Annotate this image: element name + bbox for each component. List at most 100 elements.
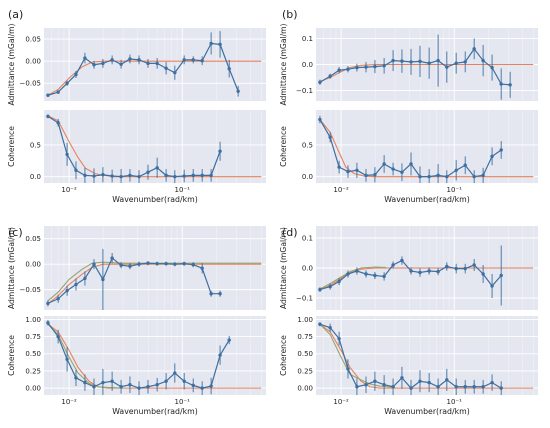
panel-label: (b)	[282, 8, 298, 21]
data-point	[164, 261, 168, 266]
data-point	[499, 82, 503, 86]
coherence-subplot: 0.5 0.0 Coherence	[7, 110, 266, 183]
data-point	[472, 385, 476, 389]
data-point	[146, 385, 150, 389]
series-layer	[46, 114, 262, 183]
data-point	[436, 385, 440, 389]
y-axis-label: Coherence	[279, 126, 288, 167]
data-point	[373, 273, 377, 278]
data-point	[409, 386, 413, 390]
data-point	[173, 70, 177, 75]
data-point	[373, 379, 377, 383]
data-point	[209, 292, 213, 296]
plot-area	[44, 226, 266, 310]
data-point	[74, 168, 78, 173]
data-point	[436, 269, 440, 274]
data-point	[472, 174, 476, 179]
data-point	[92, 174, 96, 178]
y-tick-label: −0.1	[296, 294, 313, 302]
data-point	[164, 66, 168, 70]
data-point	[355, 168, 359, 173]
data-point	[218, 353, 222, 357]
data-point	[101, 61, 105, 66]
data-point	[155, 261, 159, 266]
data-point	[155, 166, 159, 170]
y-axis-label: Coherence	[279, 335, 288, 376]
data-point	[382, 274, 386, 279]
data-point	[391, 58, 395, 63]
data-point	[128, 173, 132, 178]
data-point	[155, 61, 159, 66]
plot-area	[316, 316, 538, 395]
data-point	[445, 264, 449, 269]
data-point	[191, 262, 195, 267]
data-point	[490, 284, 494, 288]
data-point	[436, 58, 440, 63]
series-layer	[46, 248, 262, 310]
data-point	[472, 263, 476, 267]
data-point	[119, 174, 123, 179]
y-tick-label: 0.25	[297, 367, 313, 375]
alt-fit-curve	[47, 323, 124, 389]
y-axis-label: Admittance (mGal/m)	[279, 227, 288, 309]
y-tick-label: 0.50	[297, 350, 313, 358]
data-point	[146, 61, 150, 66]
data-point	[83, 380, 87, 385]
y-tick-label: 0.00	[25, 58, 41, 66]
data-point	[101, 173, 105, 177]
data-point	[328, 135, 332, 139]
y-tick-label: 0.00	[297, 385, 313, 393]
data-point	[318, 322, 322, 326]
data-point	[454, 385, 458, 389]
data-point	[182, 261, 186, 266]
data-point	[128, 264, 132, 268]
data-point	[328, 325, 332, 330]
series-layer	[318, 245, 534, 306]
data-point	[173, 174, 177, 179]
data-point	[346, 67, 350, 71]
series-layer	[46, 320, 262, 395]
data-point	[454, 168, 458, 173]
data-point	[200, 386, 204, 390]
data-point	[200, 266, 204, 270]
x-axis-label: Wavenumber(rad/km)	[112, 195, 198, 204]
data-point	[346, 272, 350, 276]
y-axis-label: Admittance (mGal/m)	[7, 23, 16, 105]
panel-d: (d) 0.1 0.0 −0.1 Admittance (mGal/m) 1.00 0.75…	[279, 226, 538, 416]
y-tick-label: −0.05	[20, 80, 41, 88]
data-point	[318, 287, 322, 292]
data-point	[200, 59, 204, 63]
panel-label: (a)	[8, 8, 23, 21]
y-axis-label: Admittance (mGal/m)	[279, 23, 288, 105]
model-fit-curve	[319, 119, 534, 178]
data-point	[418, 379, 422, 383]
data-point	[146, 261, 150, 265]
data-point	[164, 173, 168, 178]
data-point	[364, 65, 368, 69]
data-point	[182, 58, 186, 62]
data-point	[110, 58, 114, 62]
data-point	[454, 266, 458, 271]
y-tick-label: 0.0	[302, 61, 313, 69]
x-tick-label: 10⁻²	[333, 186, 349, 194]
panel-c: (c)0.05 0.00 −0.05 Admittance (mGal/m) 1.00 0…	[7, 226, 266, 416]
data-point	[409, 162, 413, 166]
data-point	[337, 279, 341, 284]
alt-fit-curve	[319, 323, 396, 388]
data-point	[56, 90, 60, 94]
data-point	[173, 371, 177, 375]
data-point	[209, 41, 213, 46]
data-point	[382, 162, 386, 166]
data-point	[436, 173, 440, 178]
admittance-subplot: 0.05 0.00 −0.05 Admittance (mGal/m)	[7, 226, 266, 310]
data-point	[110, 174, 114, 178]
data-point	[499, 386, 503, 390]
x-axis-label: Wavenumber(rad/km)	[112, 407, 198, 416]
data-point	[65, 152, 69, 157]
data-point	[182, 174, 186, 178]
data-point	[191, 173, 195, 178]
data-point	[346, 367, 350, 371]
panel-b: (b) 0.1 0.0 −0.1 Admittance (mGal/m) 0.5 0.0 Co…	[279, 8, 538, 204]
data-point	[373, 64, 377, 69]
